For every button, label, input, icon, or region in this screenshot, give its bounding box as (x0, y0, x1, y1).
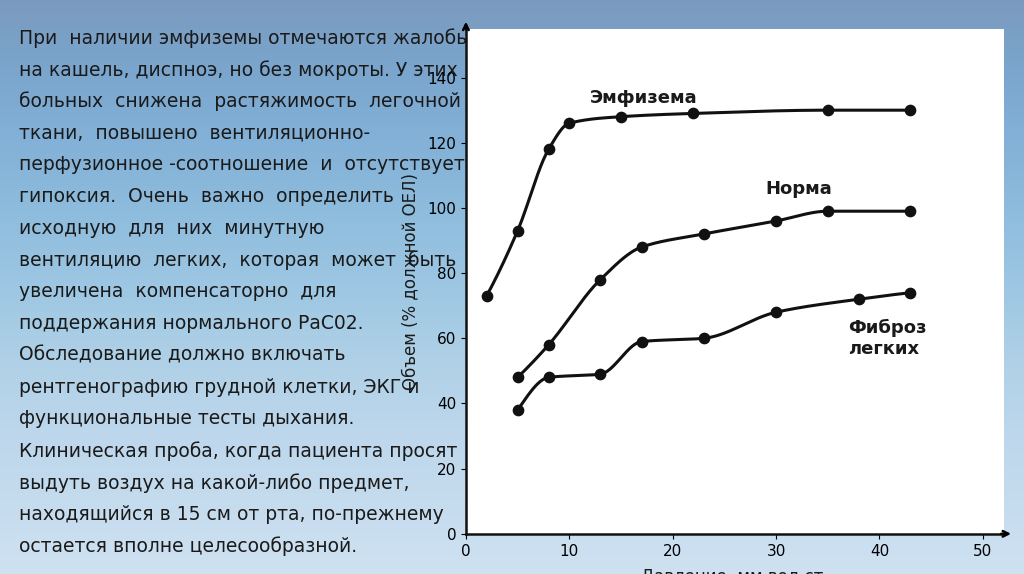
Point (478, 292, 495, 301)
Text: увеличена  компенсаторно  для: увеличена компенсаторно для (19, 282, 337, 301)
Text: остается вполне целесообразной.: остается вполне целесообразной. (19, 537, 357, 556)
Text: вентиляцию  легких,  которая  может  быть: вентиляцию легких, которая может быть (19, 251, 457, 270)
Text: находящийся в 15 см от рта, по-прежнему: находящийся в 15 см от рта, по-прежнему (19, 505, 443, 523)
Text: на кашель, диспноэ, но без мокроты. У этих: на кашель, диспноэ, но без мокроты. У эт… (19, 60, 458, 80)
Text: рентгенографию грудной клетки, ЭКГ и: рентгенографию грудной клетки, ЭКГ и (19, 378, 420, 397)
Point (768, 216, 784, 226)
Text: выдуть воздух на какой-либо предмет,: выдуть воздух на какой-либо предмет, (19, 473, 410, 492)
Point (561, 119, 578, 128)
Text: поддержания нормального РаС02.: поддержания нормального РаС02. (19, 314, 364, 333)
Point (819, 106, 836, 115)
Point (634, 242, 650, 251)
Point (902, 106, 919, 115)
Point (695, 333, 712, 343)
Point (592, 370, 608, 379)
Text: перфузионное -соотношение  и  отсутствует: перфузионное -соотношение и отсутствует (19, 155, 465, 174)
Text: Эмфизема: Эмфизема (590, 89, 697, 107)
X-axis label: Давление, мм вод.ст.: Давление, мм вод.ст. (641, 567, 828, 574)
Text: исходную  для  них  минутную: исходную для них минутную (19, 219, 325, 238)
Text: Норма: Норма (766, 180, 833, 198)
Text: Фиброз
легких: Фиброз легких (849, 319, 927, 358)
Point (509, 226, 525, 235)
Text: Клиническая проба, когда пациента просят: Клиническая проба, когда пациента просят (19, 441, 458, 461)
Point (541, 145, 557, 154)
Point (851, 294, 867, 304)
Point (509, 405, 525, 414)
Point (902, 288, 919, 297)
Text: больных  снижена  растяжимость  легочной: больных снижена растяжимость легочной (19, 92, 461, 111)
Point (634, 337, 650, 346)
Point (592, 275, 608, 284)
Text: При  наличии эмфиземы отмечаются жалобы: При наличии эмфиземы отмечаются жалобы (19, 28, 471, 48)
Text: функциональные тесты дыхания.: функциональные тесты дыхания. (19, 409, 354, 428)
Point (541, 373, 557, 382)
Point (541, 340, 557, 350)
Point (612, 112, 629, 121)
Point (685, 109, 701, 118)
Y-axis label: Объем (% должной ОЕЛ): Объем (% должной ОЕЛ) (401, 173, 419, 390)
Point (695, 230, 712, 239)
Text: гипоксия.  Очень  важно  определить: гипоксия. Очень важно определить (19, 187, 394, 206)
Point (509, 373, 525, 382)
Point (902, 207, 919, 216)
Point (768, 308, 784, 317)
Text: ткани,  повышено  вентиляционно-: ткани, повышено вентиляционно- (19, 123, 371, 142)
Text: Обследование должно включать: Обследование должно включать (19, 346, 346, 365)
Point (819, 207, 836, 216)
